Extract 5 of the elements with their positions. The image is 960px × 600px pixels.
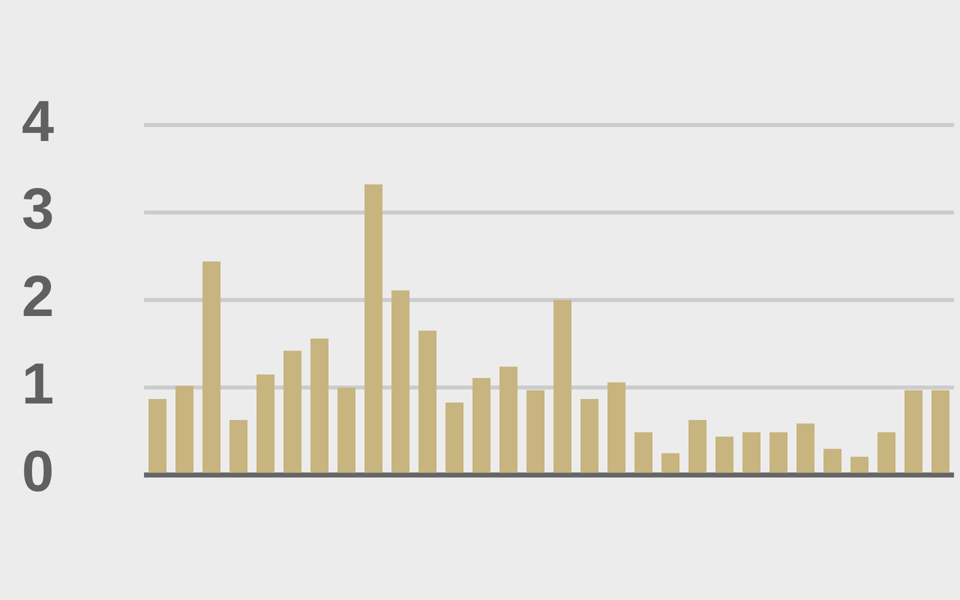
y-tick-label: 2 — [22, 264, 54, 329]
y-tick-label: 4 — [22, 88, 54, 154]
y-tick-label: 3 — [22, 176, 54, 242]
y-tick-label: 0 — [22, 439, 54, 504]
y-tick-label: 1 — [22, 352, 54, 417]
